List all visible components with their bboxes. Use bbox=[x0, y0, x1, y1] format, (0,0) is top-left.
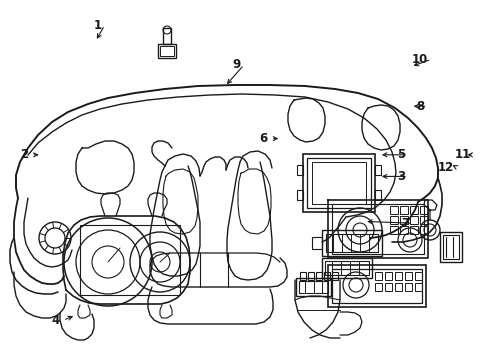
Bar bbox=[414, 283, 421, 291]
Bar bbox=[325, 234, 377, 252]
Bar bbox=[307, 272, 313, 280]
Bar bbox=[399, 216, 407, 224]
Bar bbox=[306, 158, 370, 208]
Bar bbox=[311, 162, 365, 204]
Bar bbox=[394, 272, 401, 280]
Bar bbox=[399, 226, 407, 234]
Bar bbox=[389, 206, 397, 214]
Bar bbox=[384, 272, 391, 280]
Bar bbox=[374, 283, 381, 291]
Bar bbox=[389, 226, 397, 234]
Text: 4: 4 bbox=[52, 314, 60, 327]
Bar bbox=[311, 237, 321, 249]
Bar bbox=[331, 204, 423, 254]
Text: 7: 7 bbox=[401, 217, 409, 230]
Bar bbox=[384, 283, 391, 291]
Bar bbox=[160, 46, 174, 56]
Bar bbox=[404, 272, 411, 280]
Bar bbox=[419, 216, 427, 224]
Bar bbox=[321, 258, 371, 278]
Bar bbox=[389, 216, 397, 224]
Bar bbox=[394, 283, 401, 291]
Text: 10: 10 bbox=[411, 53, 427, 66]
Bar bbox=[374, 165, 380, 175]
Text: 5: 5 bbox=[396, 148, 404, 161]
Text: 3: 3 bbox=[396, 170, 404, 183]
Bar bbox=[298, 281, 327, 293]
Bar bbox=[409, 206, 417, 214]
Bar bbox=[404, 283, 411, 291]
Bar bbox=[374, 272, 381, 280]
Bar bbox=[419, 226, 427, 234]
Bar bbox=[299, 272, 305, 280]
Bar bbox=[296, 190, 303, 200]
Bar bbox=[324, 272, 329, 280]
Bar bbox=[331, 269, 421, 303]
Bar bbox=[409, 226, 417, 234]
Bar bbox=[296, 165, 303, 175]
Bar bbox=[414, 272, 421, 280]
Bar bbox=[419, 206, 427, 214]
Bar bbox=[374, 190, 380, 200]
Bar bbox=[303, 154, 374, 212]
Bar bbox=[80, 225, 180, 295]
Text: 9: 9 bbox=[232, 58, 241, 71]
Text: 8: 8 bbox=[415, 100, 424, 113]
Bar bbox=[163, 28, 171, 44]
Bar bbox=[315, 272, 321, 280]
Bar bbox=[439, 232, 461, 262]
Bar bbox=[331, 272, 337, 280]
Text: 2: 2 bbox=[20, 148, 28, 161]
Text: 6: 6 bbox=[259, 132, 267, 145]
Bar bbox=[295, 278, 330, 296]
Text: 12: 12 bbox=[437, 161, 453, 174]
Bar bbox=[399, 206, 407, 214]
Text: 11: 11 bbox=[454, 148, 470, 161]
Text: 1: 1 bbox=[93, 19, 102, 32]
Bar bbox=[158, 44, 176, 58]
Bar bbox=[409, 216, 417, 224]
Bar bbox=[321, 230, 381, 256]
Bar bbox=[327, 265, 425, 307]
Bar bbox=[325, 261, 368, 275]
Bar bbox=[442, 235, 458, 259]
